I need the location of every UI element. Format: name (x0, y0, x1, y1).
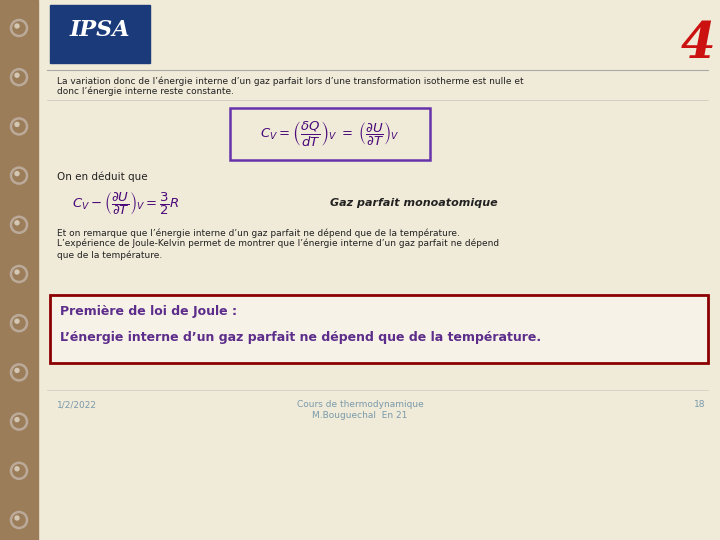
Bar (50, 5, 150, 63)
Circle shape (15, 123, 19, 126)
Text: 18: 18 (693, 400, 705, 409)
Circle shape (15, 24, 19, 28)
Bar (0, 0, 38, 540)
Text: M.Bouguechal  En 21: M.Bouguechal En 21 (312, 411, 408, 420)
Text: La variation donc de l’énergie interne d’un gaz parfait lors d’une transformatio: La variation donc de l’énergie interne d… (57, 76, 523, 85)
Circle shape (15, 73, 19, 77)
Circle shape (15, 417, 19, 422)
Circle shape (15, 270, 19, 274)
Circle shape (14, 416, 24, 427)
Text: Gaz parfait monoatomique: Gaz parfait monoatomique (330, 198, 498, 208)
Text: L’expérience de Joule-Kelvin permet de montrer que l’énergie interne d’un gaz pa: L’expérience de Joule-Kelvin permet de m… (57, 239, 499, 248)
Text: On en déduit que: On en déduit que (57, 172, 148, 183)
Text: donc l’énergie interne reste constante.: donc l’énergie interne reste constante. (57, 87, 234, 97)
Circle shape (14, 318, 24, 328)
Text: 1/2/2022: 1/2/2022 (57, 400, 97, 409)
Circle shape (14, 367, 24, 377)
Circle shape (15, 467, 19, 471)
Bar (230, 108, 430, 160)
Bar (50, 295, 708, 363)
Circle shape (15, 319, 19, 323)
Text: 4: 4 (680, 19, 716, 69)
Circle shape (14, 220, 24, 230)
Circle shape (15, 172, 19, 176)
Text: Et on remarque que l’énergie interne d’un gaz parfait ne dépend que de la tempér: Et on remarque que l’énergie interne d’u… (57, 228, 460, 238)
Circle shape (15, 516, 19, 520)
Text: que de la température.: que de la température. (57, 250, 162, 260)
Circle shape (15, 368, 19, 373)
Circle shape (15, 221, 19, 225)
Text: $C_V - \left( \dfrac{\partial U}{\partial T} \right)_V = \dfrac{3}{2} R$: $C_V - \left( \dfrac{\partial U}{\partia… (72, 190, 179, 217)
Text: Cours de thermodynamique: Cours de thermodynamique (297, 400, 423, 409)
Circle shape (14, 23, 24, 33)
Text: Première de loi de Joule :: Première de loi de Joule : (60, 305, 237, 318)
Circle shape (14, 515, 24, 525)
Circle shape (14, 269, 24, 279)
Text: $C_V = \left( \dfrac{\delta Q}{dT} \right)_V \; = \; \left( \dfrac{\partial U}{\: $C_V = \left( \dfrac{\delta Q}{dT} \righ… (260, 119, 400, 148)
Circle shape (14, 466, 24, 476)
Circle shape (14, 72, 24, 82)
Circle shape (14, 122, 24, 131)
Text: IPSA: IPSA (70, 19, 130, 41)
Text: L’énergie interne d’un gaz parfait ne dépend que de la température.: L’énergie interne d’un gaz parfait ne dé… (60, 331, 541, 344)
Circle shape (14, 171, 24, 180)
